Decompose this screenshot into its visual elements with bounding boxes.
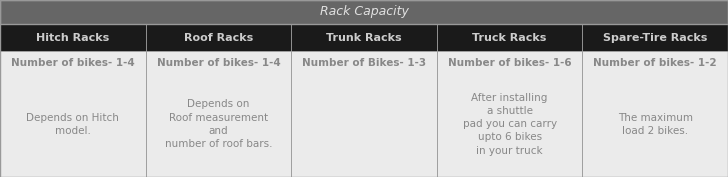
Text: Number of bikes- 1-4: Number of bikes- 1-4 bbox=[11, 58, 135, 68]
Text: Depends on Hitch
model.: Depends on Hitch model. bbox=[26, 113, 119, 136]
Text: Trunk Racks: Trunk Racks bbox=[326, 33, 402, 43]
Text: Roof Racks: Roof Racks bbox=[183, 33, 253, 43]
FancyBboxPatch shape bbox=[291, 51, 437, 177]
Text: Spare-Tire Racks: Spare-Tire Racks bbox=[603, 33, 708, 43]
Text: Number of bikes- 1-2: Number of bikes- 1-2 bbox=[593, 58, 717, 68]
Text: Hitch Racks: Hitch Racks bbox=[36, 33, 109, 43]
FancyBboxPatch shape bbox=[0, 0, 728, 24]
Text: Truck Racks: Truck Racks bbox=[472, 33, 547, 43]
FancyBboxPatch shape bbox=[291, 24, 437, 51]
FancyBboxPatch shape bbox=[146, 51, 291, 177]
Text: Number of bikes- 1-4: Number of bikes- 1-4 bbox=[157, 58, 280, 68]
FancyBboxPatch shape bbox=[582, 24, 728, 51]
FancyBboxPatch shape bbox=[437, 24, 582, 51]
Text: The maximum
load 2 bikes.: The maximum load 2 bikes. bbox=[617, 113, 693, 136]
Text: Number of bikes- 1-6: Number of bikes- 1-6 bbox=[448, 58, 571, 68]
Text: After installing
a shuttle
pad you can carry
upto 6 bikes
in your truck: After installing a shuttle pad you can c… bbox=[462, 93, 557, 156]
FancyBboxPatch shape bbox=[582, 51, 728, 177]
Text: Number of Bikes- 1-3: Number of Bikes- 1-3 bbox=[302, 58, 426, 68]
FancyBboxPatch shape bbox=[437, 51, 582, 177]
FancyBboxPatch shape bbox=[146, 24, 291, 51]
FancyBboxPatch shape bbox=[0, 51, 146, 177]
FancyBboxPatch shape bbox=[0, 24, 146, 51]
Text: Depends on
Roof measurement
and
number of roof bars.: Depends on Roof measurement and number o… bbox=[165, 99, 272, 149]
Text: Rack Capacity: Rack Capacity bbox=[320, 5, 408, 18]
